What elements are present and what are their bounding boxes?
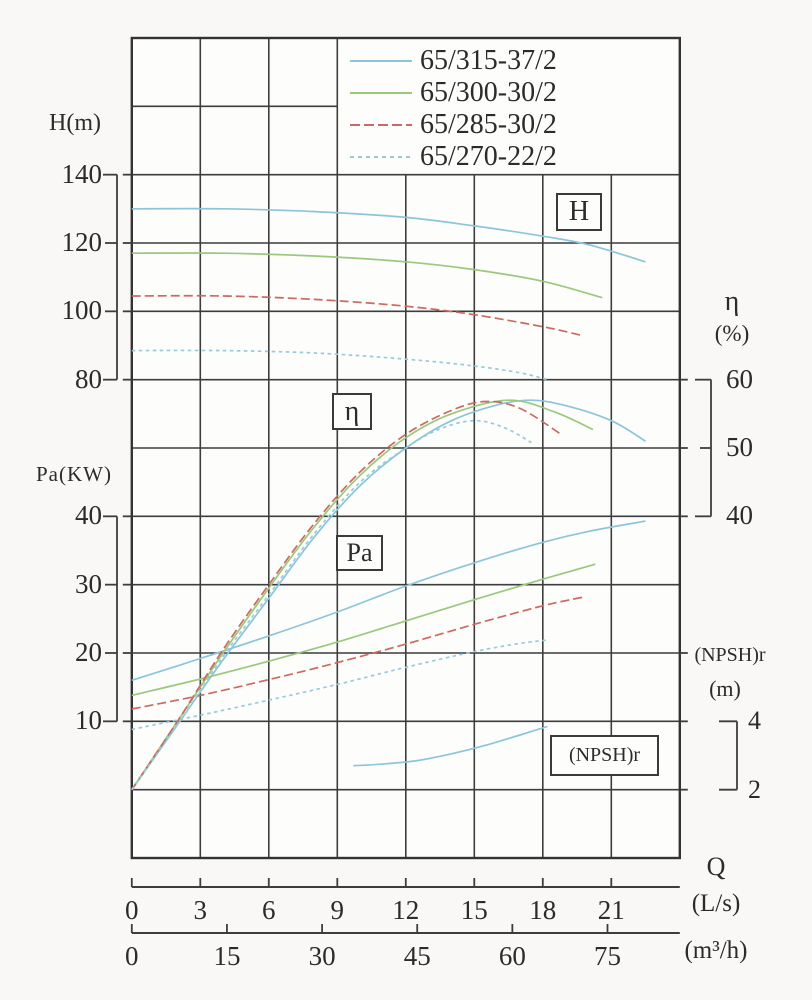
eta-tick-label: 60 — [726, 364, 753, 395]
q-ls-tick-label: 9 — [315, 895, 359, 926]
eta-axis-title: η — [700, 286, 764, 318]
q-m3h-tick-label: 0 — [106, 941, 158, 972]
q-m3h-tick-label: 75 — [581, 941, 633, 972]
h-axis-title: H(m) — [30, 110, 120, 137]
eta-curves-label: η — [332, 393, 372, 430]
q-m3h-tick-label: 60 — [486, 941, 538, 972]
q-ls-tick-label: 0 — [110, 895, 154, 926]
eta-tick-label: 40 — [726, 500, 753, 531]
eta-axis-unit: (%) — [700, 321, 764, 347]
q-ls-tick-label: 21 — [589, 895, 633, 926]
q-ls-tick-label: 12 — [384, 895, 428, 926]
h-tick-label: 140 — [44, 159, 102, 190]
npsh-curve-label: (NPSH)r — [550, 735, 659, 776]
pa-tick-label: 20 — [44, 637, 102, 668]
q-m3h-tick-label: 30 — [296, 941, 348, 972]
legend-item-4-label: 65/270-22/2 — [420, 141, 640, 173]
npsh-axis-title: (NPSH)r — [678, 644, 782, 667]
pa-tick-label: 30 — [44, 569, 102, 600]
h-tick-label: 100 — [44, 295, 102, 326]
npsh-tick-label: 2 — [748, 775, 761, 805]
pa-curves-label: Pa — [336, 535, 383, 571]
legend-item-2-label: 65/300-30/2 — [420, 77, 640, 109]
q-ls-tick-label: 15 — [452, 895, 496, 926]
h-tick-label: 120 — [44, 227, 102, 258]
legend-item-3-label: 65/285-30/2 — [420, 109, 640, 141]
chart-canvas — [0, 0, 812, 1000]
pa-axis-title: Pa(KW) — [22, 462, 126, 487]
h-curves-label: H — [556, 193, 602, 231]
pa-tick-label: 10 — [44, 705, 102, 736]
q-axis-unit-ls: (L/s) — [682, 890, 750, 918]
npsh-axis-unit: (m) — [678, 676, 772, 702]
eta-tick-label: 50 — [726, 432, 753, 463]
pump-performance-chart: H(m) Pa(KW) η (%) (NPSH)r (m) Q (L/s) (m… — [0, 0, 812, 1000]
legend-item-1-label: 65/315-37/2 — [420, 45, 640, 77]
h-tick-label: 80 — [44, 364, 102, 395]
q-ls-tick-label: 6 — [247, 895, 291, 926]
npsh-tick-label: 4 — [748, 706, 761, 736]
q-m3h-tick-label: 45 — [391, 941, 443, 972]
q-ls-tick-label: 18 — [521, 895, 565, 926]
q-axis-unit-m3h: (m³/h) — [678, 937, 754, 965]
q-axis-title: Q — [688, 852, 744, 882]
q-ls-tick-label: 3 — [178, 895, 222, 926]
q-m3h-tick-label: 15 — [201, 941, 253, 972]
pa-tick-label: 40 — [44, 500, 102, 531]
